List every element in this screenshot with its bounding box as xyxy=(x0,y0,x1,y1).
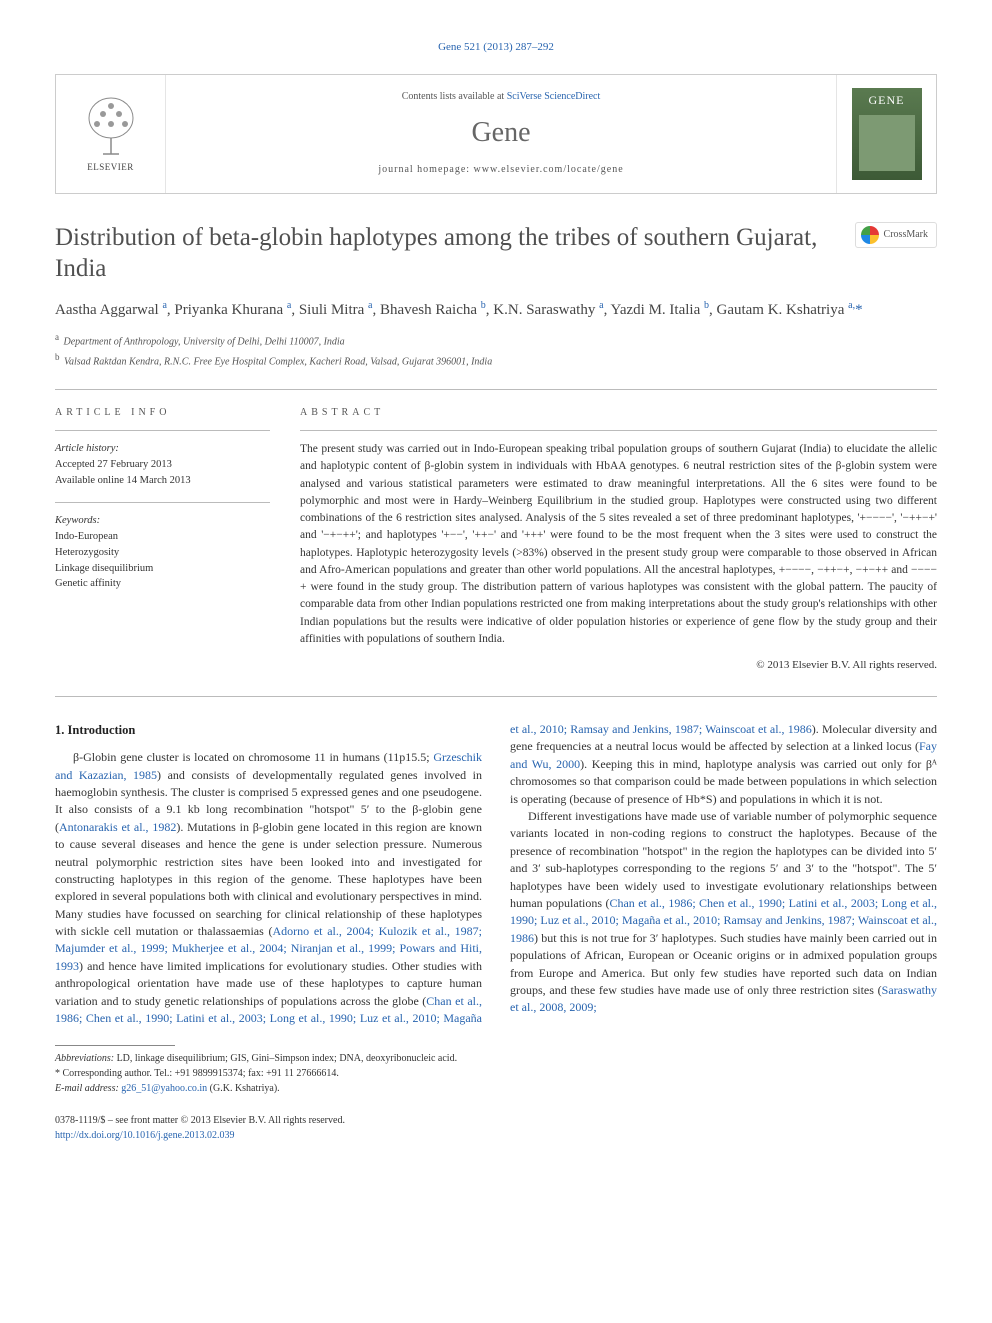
citation-link[interactable]: Gene 521 (2013) 287–292 xyxy=(438,41,554,53)
keyword: Indo-European xyxy=(55,529,270,545)
abstract-label: ABSTRACT xyxy=(300,406,937,421)
intro-heading: 1. Introduction xyxy=(55,721,482,739)
footnote-rule xyxy=(55,1045,175,1046)
journal-citation: Gene 521 (2013) 287–292 xyxy=(55,40,937,56)
authors-list: Aastha Aggarwal a, Priyanka Khurana a, S… xyxy=(55,298,937,322)
rule xyxy=(55,430,270,431)
corresponding-author-footnote: * Corresponding author. Tel.: +91 989991… xyxy=(55,1066,937,1081)
crossmark-icon xyxy=(861,226,879,244)
issn-line: 0378-1119/$ – see front matter © 2013 El… xyxy=(55,1114,345,1129)
tree-icon xyxy=(81,94,141,159)
article-title: Distribution of beta-globin haplotypes a… xyxy=(55,222,841,285)
publisher-logo-block: ELSEVIER xyxy=(56,75,166,193)
keywords-block: Keywords: Indo-European Heterozygosity L… xyxy=(55,513,270,592)
article-info-label: ARTICLE INFO xyxy=(55,406,270,421)
crossmark-badge[interactable]: CrossMark xyxy=(855,222,937,248)
rule xyxy=(300,430,937,431)
crossmark-label: CrossMark xyxy=(884,228,928,243)
bottom-bar: 0378-1119/$ – see front matter © 2013 El… xyxy=(55,1114,937,1143)
abstract-text: The present study was carried out in Ind… xyxy=(300,441,937,648)
doi-link[interactable]: http://dx.doi.org/10.1016/j.gene.2013.02… xyxy=(55,1130,235,1141)
reference-link[interactable]: Antonarakis et al., 1982 xyxy=(59,820,176,834)
abstract-copyright: © 2013 Elsevier B.V. All rights reserved… xyxy=(300,658,937,674)
email-footnote: E-mail address: g26_51@yahoo.co.in (G.K.… xyxy=(55,1081,937,1096)
contents-available: Contents lists available at SciVerse Sci… xyxy=(176,90,826,105)
keyword: Linkage disequilibrium xyxy=(55,561,270,577)
history-label: Article history: xyxy=(55,441,270,457)
footnotes: Abbreviations: LD, linkage disequilibriu… xyxy=(55,1045,937,1096)
cover-image-placeholder xyxy=(859,115,915,171)
article-history: Article history: Accepted 27 February 20… xyxy=(55,441,270,488)
publisher-name: ELSEVIER xyxy=(87,161,134,174)
affiliation-b: b Valsad Raktdan Kendra, R.N.C. Free Eye… xyxy=(55,350,937,370)
accepted-date: Accepted 27 February 2013 xyxy=(55,457,270,473)
intro-paragraph: Different investigations have made use o… xyxy=(510,808,937,1017)
keywords-label: Keywords: xyxy=(55,513,270,529)
journal-cover-icon: GENE xyxy=(852,88,922,180)
abstract-column: ABSTRACT The present study was carried o… xyxy=(300,390,937,674)
affiliation-a: a Department of Anthropology, University… xyxy=(55,330,937,350)
journal-name: Gene xyxy=(176,113,826,154)
online-date: Available online 14 March 2013 xyxy=(55,473,270,489)
rule xyxy=(55,696,937,697)
email-link[interactable]: g26_51@yahoo.co.in xyxy=(121,1083,207,1094)
body-text: 1. Introduction β-Globin gene cluster is… xyxy=(55,721,937,1027)
cover-title: GENE xyxy=(869,92,905,109)
elsevier-logo: ELSEVIER xyxy=(76,89,146,179)
rule xyxy=(55,502,270,503)
article-info-column: ARTICLE INFO Article history: Accepted 2… xyxy=(55,390,270,674)
affiliations: a Department of Anthropology, University… xyxy=(55,330,937,371)
keyword: Heterozygosity xyxy=(55,545,270,561)
journal-header: ELSEVIER Contents lists available at Sci… xyxy=(55,74,937,194)
keyword: Genetic affinity xyxy=(55,576,270,592)
header-center: Contents lists available at SciVerse Sci… xyxy=(166,75,836,193)
sciencedirect-link[interactable]: SciVerse ScienceDirect xyxy=(507,91,601,102)
journal-homepage: journal homepage: www.elsevier.com/locat… xyxy=(176,163,826,178)
abbreviations-footnote: Abbreviations: LD, linkage disequilibriu… xyxy=(55,1051,937,1066)
cover-thumb-block: GENE xyxy=(836,75,936,193)
